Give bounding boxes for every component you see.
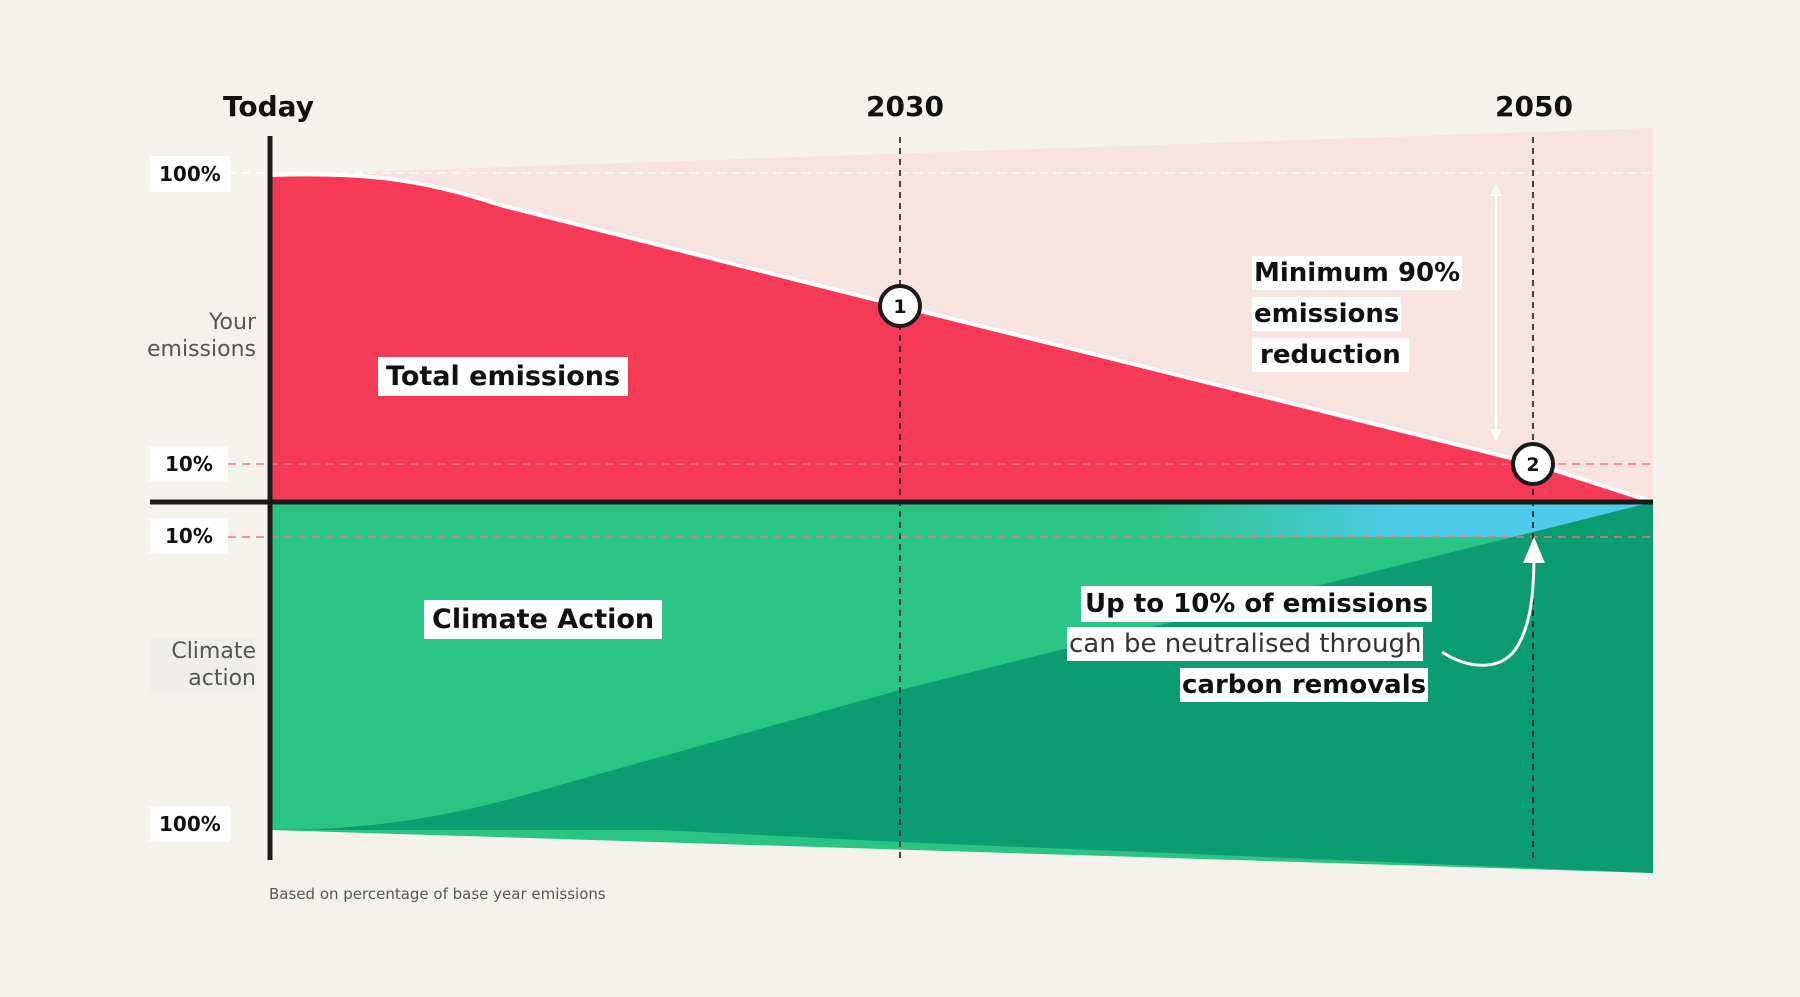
removals-arrow [1441,549,1536,667]
side-label-emissions-line1: Your [209,310,256,335]
removals-annotation-line3: carbon removals [1180,668,1429,702]
reduction-annotation-line3: reduction [1252,338,1409,372]
reduction-annotation-line2: emissions [1252,297,1402,331]
total-emissions-area [270,174,1653,502]
area-label-total-emissions: Total emissions [378,357,629,396]
y-label-top-100: 100% [150,156,230,192]
timeline-label-2030: 2030 [866,90,944,123]
reduction-arrowhead-bottom [1490,429,1502,441]
removals-annotation-line1: Up to 10% of emissions [1081,586,1432,622]
milestone-1-marker [878,284,922,328]
y-label-bottom-10: 10% [150,518,228,554]
removals-arrowhead [1523,537,1545,563]
area-label-climate-action: Climate Action [424,600,663,639]
removals-annotation-line2: can be neutralised through [1067,627,1424,661]
milestone-2-marker [1511,442,1555,486]
side-label-your-emissions: Your emissions [140,309,256,363]
timeline-label-today: Today [223,90,314,123]
milestone-2-number: 2 [1526,454,1539,476]
y-label-bottom-100: 100% [150,806,230,842]
timeline-label-2050: 2050 [1495,90,1573,123]
emissions-curve [269,172,1654,504]
side-label-climate-line1: Climate [171,639,256,664]
footnote: Based on percentage of base year emissio… [269,885,606,903]
removals-area [1140,502,1653,537]
reduction-annotation-line1: Minimum 90% [1252,256,1463,290]
side-label-climate-line2: action [188,666,256,691]
side-label-climate-action: Climate action [150,638,256,692]
milestone-1-number: 1 [893,296,906,318]
side-label-emissions-line2: emissions [147,337,256,362]
reduction-arrowhead-top [1490,184,1502,196]
y-label-top-10: 10% [150,446,228,482]
